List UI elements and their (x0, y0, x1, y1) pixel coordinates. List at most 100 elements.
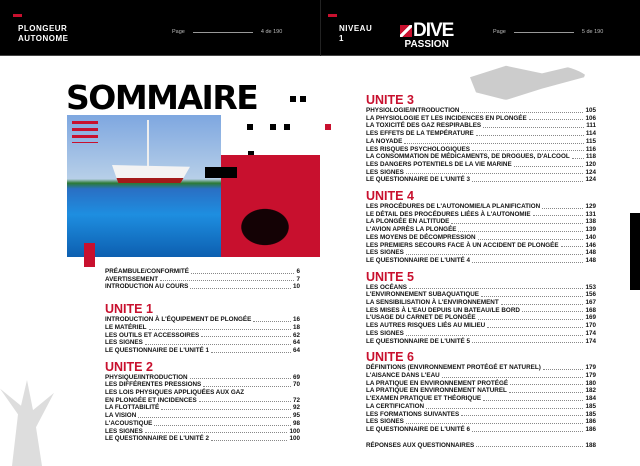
toc-entry[interactable]: LES SIGNES 148 (366, 249, 596, 257)
toc-entry[interactable]: RÉPONSES AUX QUESTIONNAIRES 188 (366, 442, 596, 450)
toc-unit: UNITE 4 LES PROCÉDURES DE L'AUTONOMIE/LA … (366, 190, 596, 265)
toc-entry[interactable]: AVERTISSEMENT 7 (105, 276, 300, 284)
entry-page: 114 (585, 130, 596, 138)
toc-entry[interactable]: LE QUESTIONNAIRE DE L'UNITÉ 4 148 (366, 257, 596, 265)
fish-school-silhouette (210, 185, 320, 255)
entry-title: LES SIGNES (105, 339, 143, 347)
dot-leader (476, 446, 584, 448)
toc-entry[interactable]: EN PLONGÉE ET INCIDENCES 72 (105, 397, 300, 405)
toc-entry[interactable]: LES PREMIERS SECOURS FACE À UN ACCIDENT … (366, 242, 596, 250)
entry-title: LE QUESTIONNAIRE DE L'UNITÉ 2 (105, 435, 210, 443)
entry-title: INTRODUCTION AU COURS (105, 283, 189, 291)
toc-entry[interactable]: PHYSIOLOGIE/INTRODUCTION 105 (366, 107, 596, 115)
dot-leader (477, 319, 584, 321)
page-edge-tab (630, 213, 640, 290)
toc-entry[interactable]: LA PRATIQUE EN ENVIRONNEMENT NATUREL 182 (366, 387, 596, 395)
toc-entry[interactable]: LA SENSIBILISATION À L'ENVIRONNEMENT 167 (366, 299, 596, 307)
entry-title: LA NOYADE (366, 137, 403, 145)
toc-entry[interactable]: LA FLOTTABILITÉ 92 (105, 404, 300, 412)
unit-heading: UNITE 2 (105, 359, 153, 374)
toc-entry[interactable]: LA NOYADE 115 (366, 138, 596, 146)
entry-title: LES SIGNES (366, 418, 404, 426)
toc-entry[interactable]: LA PRATIQUE EN ENVIRONNEMENT PROTÉGÉ 180 (366, 380, 596, 388)
toc-entry[interactable]: INTRODUCTION AU COURS 10 (105, 283, 300, 291)
toc-unit: UNITE 2 PHYSIQUE/INTRODUCTION 69 LES DIFFÉR… (105, 359, 300, 443)
toc-entry[interactable]: LES OUTILS ET ACCESSOIRES 62 (105, 332, 300, 340)
decor-square (290, 96, 296, 102)
entry-page: 64 (292, 346, 300, 354)
toc-entry[interactable]: LE DÉTAIL DES PROCÉDURES LIÉES À L'AUTON… (366, 211, 596, 219)
toc-entry[interactable]: LA CERTIFICATION 185 (366, 403, 596, 411)
entry-page: 179 (585, 371, 596, 379)
coral-silhouette (0, 380, 54, 466)
toc-entry[interactable]: LES SIGNES 100 (105, 428, 300, 436)
entry-title: LA CONSOMMATION DE MÉDICAMENTS, DE DROGU… (366, 153, 570, 161)
entry-page: 148 (585, 249, 596, 257)
toc-entry[interactable]: LE QUESTIONNAIRE DE L'UNITÉ 1 64 (105, 347, 300, 355)
toc-entry[interactable]: LA PHYSIOLOGIE ET LES INCIDENCES EN PLON… (366, 115, 596, 123)
dot-leader (532, 215, 584, 217)
entry-title: LA SENSIBILISATION À L'ENVIRONNEMENT (366, 299, 499, 307)
entry-title: LES LOIS PHYSIQUES APPLIQUÉES AUX GAZ (105, 389, 245, 397)
toc-entry[interactable]: LA CONSOMMATION DE MÉDICAMENTS, DE DROGU… (366, 153, 596, 161)
entry-title: L'AISANCE DANS L'EAU (366, 371, 440, 379)
toc-entry[interactable]: L'AVION APRÈS LA PLONGÉE 139 (366, 226, 596, 234)
toc-entry[interactable]: LA TOXICITÉ DES GAZ RESPIRABLES 111 (366, 122, 596, 130)
entry-title: LES EFFETS DE LA TEMPÉRATURE (366, 130, 474, 138)
dot-leader (408, 288, 584, 290)
toc-entry[interactable]: LES LOIS PHYSIQUES APPLIQUÉES AUX GAZ (105, 389, 300, 397)
toc-entry[interactable]: DÉFINITIONS (ENVIRONNEMENT PROTÉGÉ ET NA… (366, 364, 596, 372)
toc-entry[interactable]: LES RISQUES PSYCHOLOGIQUES 116 (366, 146, 596, 154)
toc-entry[interactable]: LE QUESTIONNAIRE DE L'UNITÉ 3 124 (366, 176, 596, 184)
toc-entry[interactable]: LE MATÉRIEL 18 (105, 324, 300, 332)
dot-leader (510, 384, 584, 386)
toc-entry[interactable]: L'ACOUSTIQUE 98 (105, 420, 300, 428)
toc-entry[interactable]: LES SIGNES 124 (366, 169, 596, 177)
dot-leader (560, 246, 584, 248)
entry-page: 169 (585, 314, 596, 322)
entry-title: LE DÉTAIL DES PROCÉDURES LIÉES À L'AUTON… (366, 210, 531, 218)
entry-page: 16 (292, 316, 300, 324)
toc-entry[interactable]: LES OCÉANS 153 (366, 284, 596, 292)
dot-leader (461, 415, 584, 417)
book-title: PLONGEUR AUTONOME (18, 24, 69, 43)
toc-entry[interactable]: LES PROCÉDURES DE L'AUTONOMIE/LA PLANIFI… (366, 203, 596, 211)
toc-entry[interactable]: L'ENVIRONNEMENT SUBAQUATIQUE 156 (366, 291, 596, 299)
entry-title: LES AUTRES RISQUES LIÉS AU MILIEU (366, 322, 486, 330)
entry-title: L'AVION APRÈS LA PLONGÉE (366, 226, 457, 234)
toc-entry[interactable]: LA VISION 95 (105, 412, 300, 420)
toc-entry[interactable]: PHYSIQUE/INTRODUCTION 69 (105, 374, 300, 382)
toc-entry[interactable]: LE QUESTIONNAIRE DE L'UNITÉ 6 186 (366, 426, 596, 434)
entry-title: LE QUESTIONNAIRE DE L'UNITÉ 6 (366, 425, 471, 433)
toc-entry[interactable]: LES AUTRES RISQUES LIÉS AU MILIEU 170 (366, 322, 596, 330)
toc-entry[interactable]: LE QUESTIONNAIRE DE L'UNITÉ 5 174 (366, 338, 596, 346)
entry-page: 106 (585, 114, 596, 122)
entry-page: 92 (292, 404, 300, 412)
toc-entry[interactable]: LES SIGNES 186 (366, 418, 596, 426)
toc-entry[interactable]: PRÉAMBULE/CONFORMITÉ 6 (105, 268, 300, 276)
toc-entry[interactable]: LES MISES À L'EAU DEPUIS UN BATEAU/LE BO… (366, 307, 596, 315)
toc-entry[interactable]: LA PLONGÉE EN ALTITUDE 138 (366, 218, 596, 226)
entry-page: 100 (289, 427, 300, 435)
entry-page: 111 (586, 122, 596, 130)
toc-entry[interactable]: LES SIGNES 64 (105, 339, 300, 347)
dot-leader (201, 336, 291, 338)
toc-entry[interactable]: LES DIFFÉRENTES PRESSIONS 70 (105, 381, 300, 389)
toc-entry[interactable]: LES EFFETS DE LA TEMPÉRATURE 114 (366, 130, 596, 138)
toc-entry[interactable]: L'AISANCE DANS L'EAU 179 (366, 372, 596, 380)
toc-entry[interactable]: LES DANGERS POTENTIELS DE LA VIE MARINE 1… (366, 161, 596, 169)
toc-entry[interactable]: L'USAGE DU CARNET DE PLONGÉE 169 (366, 314, 596, 322)
entry-page: 69 (292, 373, 300, 381)
entry-title: LA PRATIQUE EN ENVIRONNEMENT PROTÉGÉ (366, 379, 509, 387)
toc-entry[interactable]: LE QUESTIONNAIRE DE L'UNITÉ 2 100 (105, 435, 300, 443)
toc-entry[interactable]: L'EXAMEN PRATIQUE ET THÉORIQUE 184 (366, 395, 596, 403)
dot-leader (461, 111, 584, 113)
toc-entry[interactable]: LES FORMATIONS SUIVANTES 185 (366, 411, 596, 419)
page-header: PLONGEUR AUTONOME Page 4 de 190 NIVEAU 1 DI… (0, 0, 640, 56)
toc-entry[interactable]: INTRODUCTION À L'ÉQUIPEMENT DE PLONGÉE 16 (105, 316, 300, 324)
dot-leader (483, 399, 584, 401)
toc-entry[interactable]: LES MOYENS DE DÉCOMPRESSION 140 (366, 234, 596, 242)
entry-page: 174 (585, 329, 596, 337)
toc-entry[interactable]: LES SIGNES 174 (366, 330, 596, 338)
entry-page: 184 (585, 395, 596, 403)
